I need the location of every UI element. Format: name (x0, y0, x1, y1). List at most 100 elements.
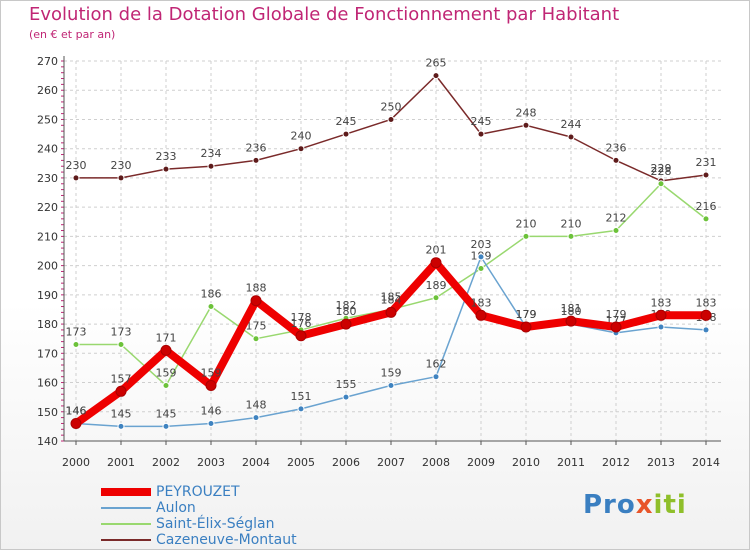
data-label-saint-elix-seglan: 216 (696, 200, 717, 213)
data-point-peyrouzet (475, 309, 487, 321)
data-point-saint-elix-seglan (477, 265, 485, 273)
data-point-peyrouzet (385, 306, 397, 318)
data-label-cazeneuve-montaut: 245 (471, 115, 492, 128)
data-label-aulon: 146 (66, 404, 87, 417)
data-point-cazeneuve-montaut (252, 156, 260, 164)
data-label-saint-elix-seglan: 210 (516, 217, 537, 230)
data-point-peyrouzet (610, 321, 622, 333)
y-tick-label: 240 (37, 143, 58, 156)
data-label-peyrouzet: 183 (651, 296, 672, 309)
legend-label-aulon: Aulon (156, 500, 196, 516)
x-tick-label: 2010 (512, 456, 540, 469)
data-label-saint-elix-seglan: 228 (651, 165, 672, 178)
data-label-peyrouzet: 179 (516, 308, 537, 321)
data-label-cazeneuve-montaut: 244 (561, 118, 582, 131)
x-tick-label: 2002 (152, 456, 180, 469)
data-label-cazeneuve-montaut: 236 (606, 141, 627, 154)
data-label-aulon: 145 (156, 407, 177, 420)
y-tick-label: 250 (37, 113, 58, 126)
data-label-aulon: 146 (201, 404, 222, 417)
x-tick-label: 2003 (197, 456, 225, 469)
data-point-saint-elix-seglan (702, 215, 710, 223)
x-tick-label: 2006 (332, 456, 360, 469)
data-label-saint-elix-seglan: 159 (156, 366, 177, 379)
data-point-peyrouzet (430, 257, 442, 269)
legend-swatch-saint-elix-seglan (101, 523, 151, 525)
data-point-peyrouzet (655, 309, 667, 321)
x-tick-label: 2004 (242, 456, 270, 469)
x-tick-label: 2008 (422, 456, 450, 469)
x-tick-label: 2011 (557, 456, 585, 469)
data-label-aulon: 151 (291, 390, 312, 403)
data-point-saint-elix-seglan (432, 294, 440, 302)
data-point-saint-elix-seglan (567, 232, 575, 240)
data-point-cazeneuve-montaut (72, 174, 80, 182)
data-point-cazeneuve-montaut (702, 171, 710, 179)
data-point-peyrouzet (340, 318, 352, 330)
data-label-cazeneuve-montaut: 231 (696, 156, 717, 169)
chart-subtitle: (en € et par an) (29, 28, 116, 41)
y-tick-label: 180 (37, 318, 58, 331)
data-point-peyrouzet (70, 417, 82, 429)
data-point-cazeneuve-montaut (522, 121, 530, 129)
x-tick-label: 2009 (467, 456, 495, 469)
data-point-aulon (432, 373, 440, 381)
data-label-cazeneuve-montaut: 230 (66, 159, 87, 172)
data-label-peyrouzet: 159 (201, 366, 222, 379)
data-point-peyrouzet (700, 309, 712, 321)
data-label-cazeneuve-montaut: 236 (246, 141, 267, 154)
y-tick-label: 220 (37, 201, 58, 214)
data-label-cazeneuve-montaut: 230 (111, 159, 132, 172)
data-label-aulon: 179 (516, 308, 537, 321)
data-point-saint-elix-seglan (657, 180, 665, 188)
data-label-aulon: 203 (471, 238, 492, 251)
data-label-aulon: 159 (381, 366, 402, 379)
line-chart: 140 150 160 170 180 190 200 210 220 230 240 250 260 2… (37, 55, 721, 469)
data-label-aulon: 148 (246, 399, 267, 412)
data-point-cazeneuve-montaut (207, 162, 215, 170)
data-point-peyrouzet (250, 295, 262, 307)
y-tick-label: 140 (37, 435, 58, 448)
y-tick-label: 160 (37, 377, 58, 390)
data-point-aulon (297, 405, 305, 413)
data-point-cazeneuve-montaut (297, 145, 305, 153)
data-label-saint-elix-seglan: 212 (606, 212, 627, 225)
data-point-saint-elix-seglan (522, 232, 530, 240)
data-label-cazeneuve-montaut: 229 (651, 162, 672, 175)
data-label-peyrouzet: 180 (336, 305, 357, 318)
data-point-saint-elix-seglan (207, 303, 215, 311)
data-point-cazeneuve-montaut (342, 130, 350, 138)
data-point-cazeneuve-montaut (432, 72, 440, 80)
data-label-saint-elix-seglan: 189 (426, 279, 447, 292)
data-label-saint-elix-seglan: 175 (246, 320, 267, 333)
data-point-saint-elix-seglan (252, 335, 260, 343)
data-label-saint-elix-seglan: 173 (111, 326, 132, 339)
data-label-saint-elix-seglan: 185 (381, 290, 402, 303)
data-label-aulon: 155 (336, 378, 357, 391)
data-point-aulon (477, 253, 485, 261)
data-point-peyrouzet (160, 344, 172, 356)
legend-swatch-aulon (101, 507, 151, 509)
x-tick-label: 2000 (62, 456, 90, 469)
data-label-saint-elix-seglan: 182 (336, 299, 357, 312)
data-point-saint-elix-seglan (72, 341, 80, 349)
y-tick-label: 190 (37, 289, 58, 302)
legend-swatch-cazeneuve-montaut (101, 539, 151, 541)
data-point-peyrouzet (295, 330, 307, 342)
data-label-peyrouzet: 181 (561, 302, 582, 315)
y-tick-label: 210 (37, 230, 58, 243)
x-tick-label: 2013 (647, 456, 675, 469)
data-label-peyrouzet: 183 (696, 296, 717, 309)
data-label-saint-elix-seglan: 178 (291, 311, 312, 324)
data-point-aulon (117, 422, 125, 430)
data-label-peyrouzet: 183 (471, 296, 492, 309)
data-point-cazeneuve-montaut (387, 115, 395, 123)
y-tick-label: 260 (37, 84, 58, 97)
data-label-saint-elix-seglan: 173 (66, 326, 87, 339)
y-tick-label: 270 (37, 55, 58, 68)
data-point-cazeneuve-montaut (477, 130, 485, 138)
chart-title: Evolution de la Dotation Globale de Fonc… (29, 4, 620, 25)
data-point-aulon (342, 393, 350, 401)
data-point-aulon (207, 419, 215, 427)
